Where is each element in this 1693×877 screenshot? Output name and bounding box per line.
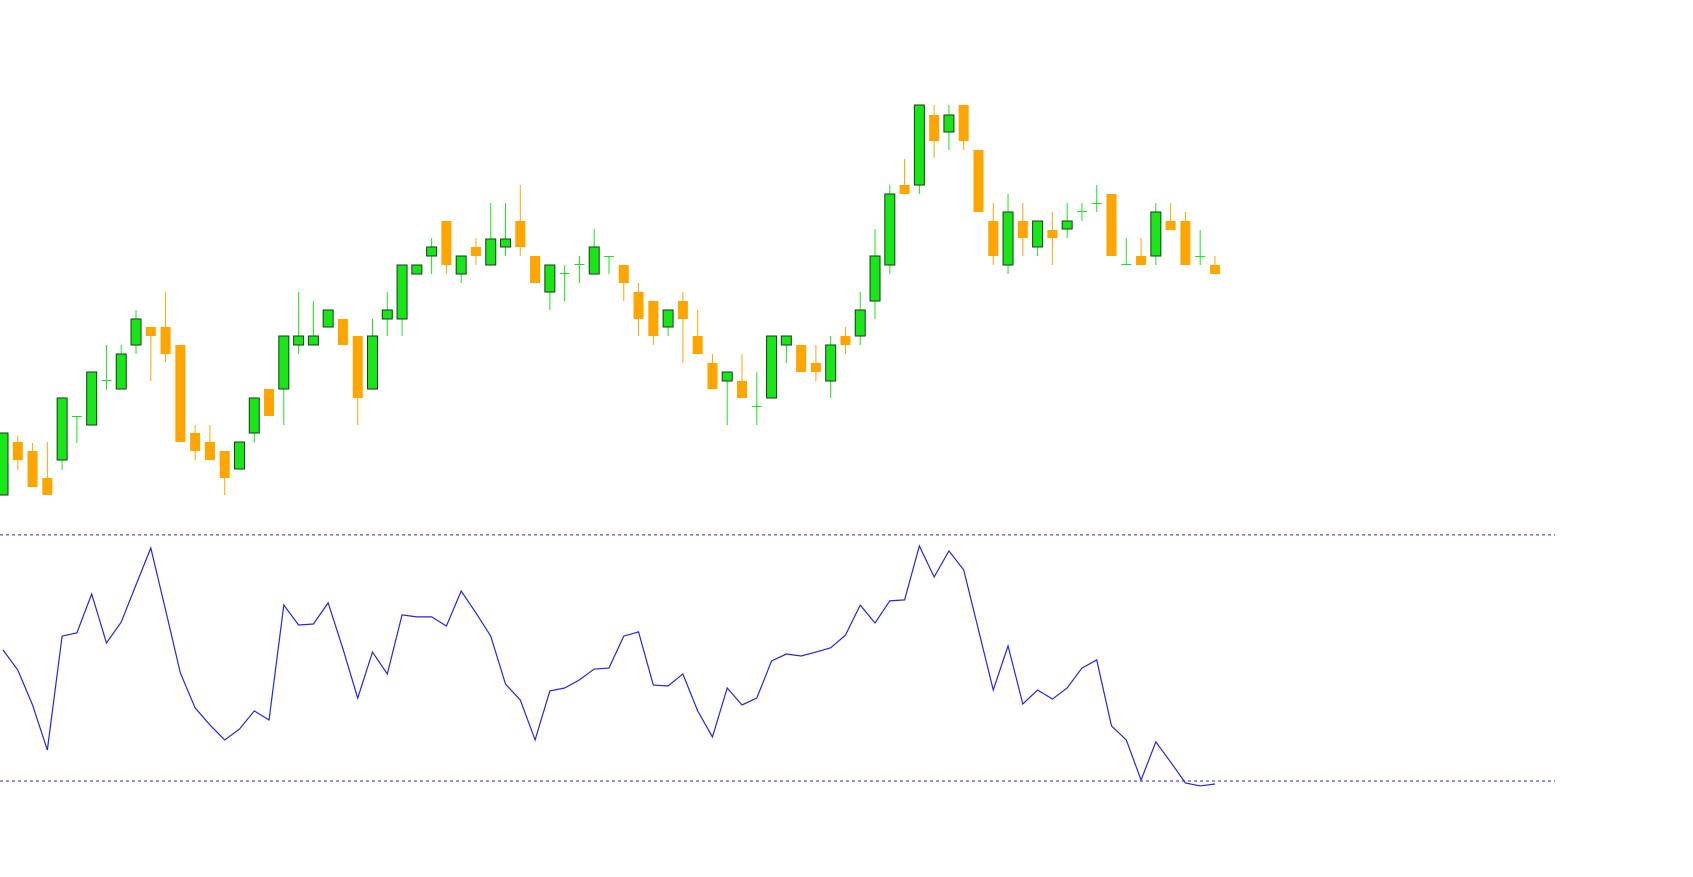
candle-body xyxy=(1121,264,1132,265)
candle-body xyxy=(1091,203,1102,204)
candle-body xyxy=(1195,256,1206,257)
candle-body xyxy=(367,335,378,390)
candle-body xyxy=(278,335,290,390)
candle-body xyxy=(1136,256,1147,265)
candle-body xyxy=(233,441,245,470)
candle-body xyxy=(322,309,334,328)
candle-body xyxy=(204,442,215,460)
candle-body xyxy=(396,264,408,320)
candle-body xyxy=(677,301,688,319)
candle-body xyxy=(470,247,481,256)
candle-body xyxy=(101,380,112,381)
candle-body xyxy=(42,478,53,495)
candle-body xyxy=(130,318,142,346)
candle-body xyxy=(1209,265,1220,274)
candle-body xyxy=(810,363,821,372)
candle-body xyxy=(145,327,156,336)
candle-body xyxy=(1106,194,1117,256)
candle-body xyxy=(441,221,452,265)
candle-body xyxy=(721,371,733,382)
candle-body xyxy=(884,193,896,266)
candle-body xyxy=(988,221,999,256)
candle-body xyxy=(737,381,747,398)
candle-body xyxy=(1076,211,1087,212)
candle-body xyxy=(929,115,940,141)
candle-body xyxy=(248,397,260,434)
candle-body xyxy=(1180,221,1191,265)
candle-body xyxy=(485,238,497,266)
candle-body xyxy=(559,273,570,274)
candle-body xyxy=(1150,211,1162,257)
candle-body xyxy=(1165,221,1176,230)
candle-body xyxy=(337,319,348,345)
candle-body xyxy=(175,345,186,442)
candle-body xyxy=(500,238,512,248)
candle-body xyxy=(618,265,629,283)
candle-body xyxy=(662,309,674,328)
candle-body xyxy=(115,353,127,390)
candle-body xyxy=(1017,221,1028,238)
candle-body xyxy=(1032,220,1044,248)
candle-body xyxy=(293,335,305,346)
candle-body xyxy=(796,345,807,372)
candle-body xyxy=(780,335,792,346)
candle-body xyxy=(160,327,171,354)
candle-body xyxy=(766,335,778,399)
candle-body xyxy=(913,104,925,186)
candle-body xyxy=(1047,230,1058,238)
candle-body xyxy=(86,371,98,426)
candle-body xyxy=(869,255,881,302)
candle-body xyxy=(692,336,703,354)
candle-body xyxy=(603,256,614,257)
indicator-line xyxy=(2,544,1216,787)
candle-body xyxy=(530,256,541,283)
candle-body xyxy=(12,442,23,460)
candle-body xyxy=(707,363,718,389)
candle-body xyxy=(825,344,837,382)
candle-body xyxy=(426,246,438,257)
candle-body xyxy=(588,246,600,275)
candle-body xyxy=(455,255,467,275)
candle-body xyxy=(381,309,393,320)
candle-body xyxy=(27,451,38,487)
candle-body xyxy=(899,185,910,194)
candle-body xyxy=(648,301,659,336)
candle-body xyxy=(958,105,969,141)
candle-body xyxy=(751,406,762,407)
candle-body xyxy=(219,451,230,478)
candle-body xyxy=(411,264,423,275)
candle-body xyxy=(190,433,201,451)
candle-body xyxy=(71,416,82,417)
candle-body xyxy=(264,389,275,416)
candle-body xyxy=(633,292,644,319)
candle-body xyxy=(574,264,585,265)
candle-body xyxy=(840,336,851,345)
candle-body xyxy=(943,114,955,133)
candle-body xyxy=(973,150,984,212)
candle-body xyxy=(1061,220,1073,230)
candle-body xyxy=(544,264,556,293)
candle-body xyxy=(56,397,68,461)
candle-body xyxy=(307,335,319,346)
candle-body xyxy=(854,309,866,337)
candle-body xyxy=(1002,211,1014,266)
candle-body xyxy=(515,221,526,247)
candle-body xyxy=(0,432,9,496)
candle-body xyxy=(352,336,363,398)
